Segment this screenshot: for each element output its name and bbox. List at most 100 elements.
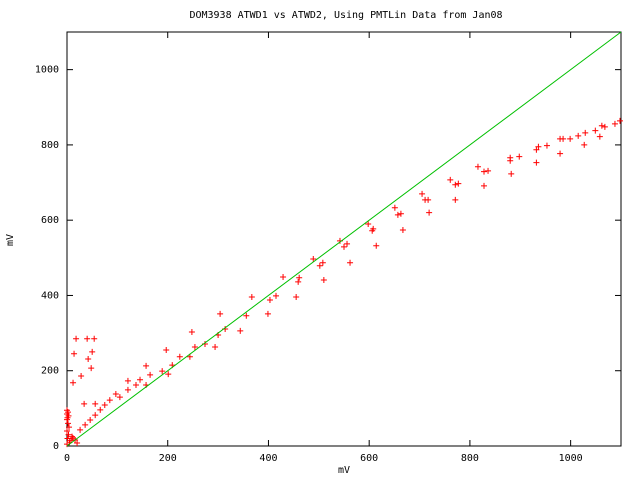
point bbox=[273, 292, 280, 299]
y-tick-label: 1000 bbox=[35, 65, 59, 76]
point bbox=[533, 146, 540, 153]
point bbox=[97, 406, 104, 413]
point bbox=[237, 327, 244, 334]
point bbox=[394, 211, 401, 218]
point bbox=[73, 335, 80, 342]
point bbox=[581, 141, 588, 148]
point bbox=[481, 168, 488, 175]
point bbox=[611, 120, 618, 127]
y-tick-label: 400 bbox=[41, 290, 59, 301]
point bbox=[575, 132, 582, 139]
point bbox=[188, 328, 195, 335]
point bbox=[85, 356, 92, 363]
point bbox=[535, 143, 542, 150]
point bbox=[71, 350, 78, 357]
point bbox=[293, 293, 300, 300]
point bbox=[143, 362, 150, 369]
x-tick-label: 800 bbox=[461, 453, 479, 464]
point bbox=[91, 335, 98, 342]
x-tick-label: 400 bbox=[259, 453, 277, 464]
point bbox=[147, 371, 154, 378]
point bbox=[64, 435, 71, 442]
point bbox=[567, 135, 574, 142]
point bbox=[455, 180, 462, 187]
point bbox=[319, 259, 326, 266]
y-tick-label: 200 bbox=[41, 366, 59, 377]
point bbox=[81, 400, 88, 407]
point bbox=[557, 150, 564, 157]
point bbox=[186, 353, 193, 360]
point bbox=[280, 274, 287, 281]
point bbox=[116, 394, 123, 401]
point bbox=[316, 262, 323, 269]
point bbox=[399, 226, 406, 233]
y-tick-label: 0 bbox=[53, 441, 59, 452]
point bbox=[89, 348, 96, 355]
point bbox=[74, 439, 81, 446]
point bbox=[347, 259, 354, 266]
point bbox=[341, 243, 347, 250]
point bbox=[592, 127, 599, 134]
point bbox=[84, 335, 91, 342]
x-tick-label: 1000 bbox=[559, 453, 583, 464]
point bbox=[508, 170, 515, 177]
point bbox=[598, 122, 605, 129]
point bbox=[65, 431, 72, 438]
point bbox=[481, 182, 488, 189]
point bbox=[452, 181, 459, 188]
point bbox=[165, 371, 172, 378]
point bbox=[65, 420, 72, 427]
point bbox=[66, 424, 73, 431]
point bbox=[124, 386, 131, 393]
point bbox=[243, 312, 250, 319]
point bbox=[82, 421, 89, 428]
point bbox=[474, 163, 481, 170]
point bbox=[159, 368, 166, 375]
y-axis-label: mV bbox=[5, 234, 16, 246]
point bbox=[217, 310, 224, 317]
point bbox=[88, 365, 95, 372]
point bbox=[543, 142, 550, 149]
point bbox=[64, 427, 70, 434]
point bbox=[310, 255, 317, 262]
point bbox=[601, 123, 608, 130]
point bbox=[507, 157, 514, 164]
point bbox=[596, 133, 603, 140]
point bbox=[296, 274, 303, 281]
point bbox=[426, 209, 433, 216]
point bbox=[70, 379, 77, 386]
point bbox=[533, 159, 540, 166]
point bbox=[92, 412, 99, 419]
x-tick-label: 0 bbox=[64, 453, 70, 464]
point bbox=[397, 210, 404, 217]
point bbox=[365, 220, 372, 227]
point bbox=[560, 135, 567, 142]
point bbox=[106, 397, 113, 404]
point bbox=[452, 196, 459, 203]
point bbox=[373, 242, 380, 249]
point bbox=[101, 401, 108, 408]
point bbox=[176, 353, 183, 360]
point bbox=[516, 153, 523, 160]
point bbox=[112, 391, 119, 398]
point bbox=[132, 382, 139, 389]
point bbox=[64, 416, 70, 423]
point bbox=[419, 190, 426, 197]
point bbox=[163, 347, 170, 354]
point bbox=[87, 417, 94, 424]
point bbox=[391, 204, 398, 211]
point bbox=[248, 293, 255, 300]
point bbox=[485, 167, 492, 174]
point bbox=[212, 344, 219, 351]
line bbox=[66, 31, 622, 447]
point bbox=[264, 310, 271, 317]
point bbox=[77, 426, 84, 433]
y-tick-label: 600 bbox=[41, 215, 59, 226]
point bbox=[295, 278, 302, 285]
point bbox=[70, 435, 77, 442]
point bbox=[582, 129, 589, 136]
point bbox=[78, 372, 85, 379]
plot-border bbox=[66, 31, 622, 447]
point bbox=[320, 277, 327, 284]
